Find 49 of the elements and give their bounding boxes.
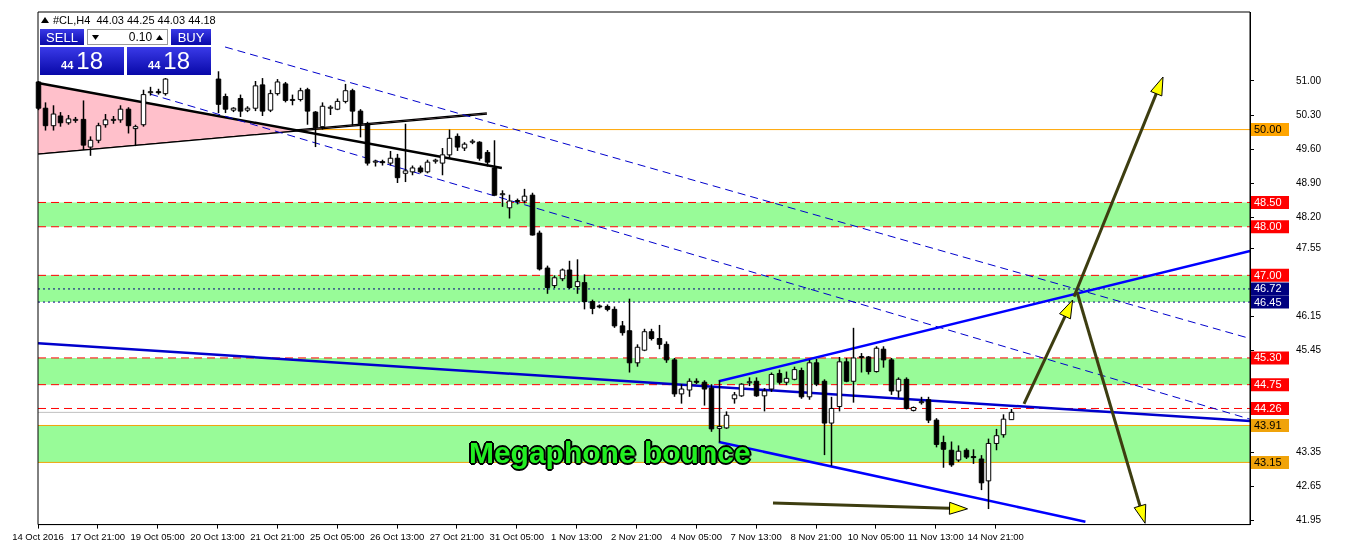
x-tick-label: 27 Oct 21:00: [429, 530, 485, 542]
ref-line-label: 43.91: [1254, 419, 1282, 432]
y-tick-label: 47.55: [1296, 242, 1322, 254]
annotation: 18: [76, 47, 103, 76]
y-tick-label: 42.65: [1296, 480, 1322, 492]
y-tick-label: 46.15: [1296, 310, 1322, 322]
x-tick-label: 2 Nov 21:00: [610, 530, 663, 542]
x-tick-label: 19 Oct 05:00: [130, 530, 185, 542]
y-tick-label: 48.20: [1296, 210, 1322, 222]
ref-line-label: 48.50: [1254, 195, 1282, 208]
y-tick-label: 51.00: [1296, 74, 1322, 86]
annotation: BUY: [171, 29, 212, 46]
ref-line-label: 47.00: [1254, 268, 1282, 281]
x-tick-label: 14 Nov 21:00: [967, 530, 1024, 542]
x-tick-label: 8 Nov 21:00: [790, 530, 842, 542]
x-tick-label: 1 Nov 13:00: [551, 530, 603, 542]
x-tick-label: 7 Nov 13:00: [730, 530, 782, 542]
chart-title: #CL,H4 44.03 44.25 44.03 44.18: [53, 14, 216, 26]
y-tick-label: 49.60: [1296, 142, 1322, 154]
ref-line-label: 44.26: [1254, 402, 1282, 415]
annotation: SELL: [40, 29, 84, 46]
y-tick-label: 45.45: [1296, 344, 1322, 356]
x-tick-label: 11 Nov 13:00: [907, 530, 964, 542]
y-tick-label: 50.30: [1296, 108, 1322, 120]
x-tick-label: 20 Oct 13:00: [190, 530, 245, 542]
y-tick-label: 43.35: [1296, 446, 1322, 458]
ref-line-label: 46.72: [1254, 282, 1282, 295]
x-tick-label: 21 Oct 21:00: [250, 530, 305, 542]
x-tick-label: 14 Oct 2016: [12, 530, 64, 542]
x-tick-label: 17 Oct 21:00: [70, 530, 126, 542]
y-tick-label: 41.95: [1296, 514, 1322, 526]
annotation: 44: [148, 59, 161, 72]
ref-line-label: 50.00: [1254, 123, 1282, 136]
annotation: 0.10: [127, 30, 154, 45]
annotation: 44: [61, 59, 74, 72]
ref-line-label: 44.75: [1254, 378, 1282, 391]
x-tick-label: 10 Nov 05:00: [847, 530, 905, 542]
ref-line-label: 48.00: [1254, 220, 1282, 233]
x-tick-label: 25 Oct 05:00: [310, 530, 365, 542]
x-tick-label: 31 Oct 05:00: [489, 530, 545, 542]
ref-line-label: 43.15: [1254, 455, 1282, 468]
x-tick-label: 4 Nov 05:00: [670, 530, 722, 542]
ref-line-label: 46.45: [1254, 295, 1282, 308]
annotation: Megaphone bounce: [468, 436, 751, 471]
y-tick-label: 48.90: [1296, 176, 1322, 188]
x-tick-label: 26 Oct 13:00: [369, 530, 425, 542]
ref-line-label: 45.30: [1254, 351, 1282, 364]
lot-field: 0.10: [87, 29, 169, 46]
annotation: 18: [163, 47, 191, 76]
